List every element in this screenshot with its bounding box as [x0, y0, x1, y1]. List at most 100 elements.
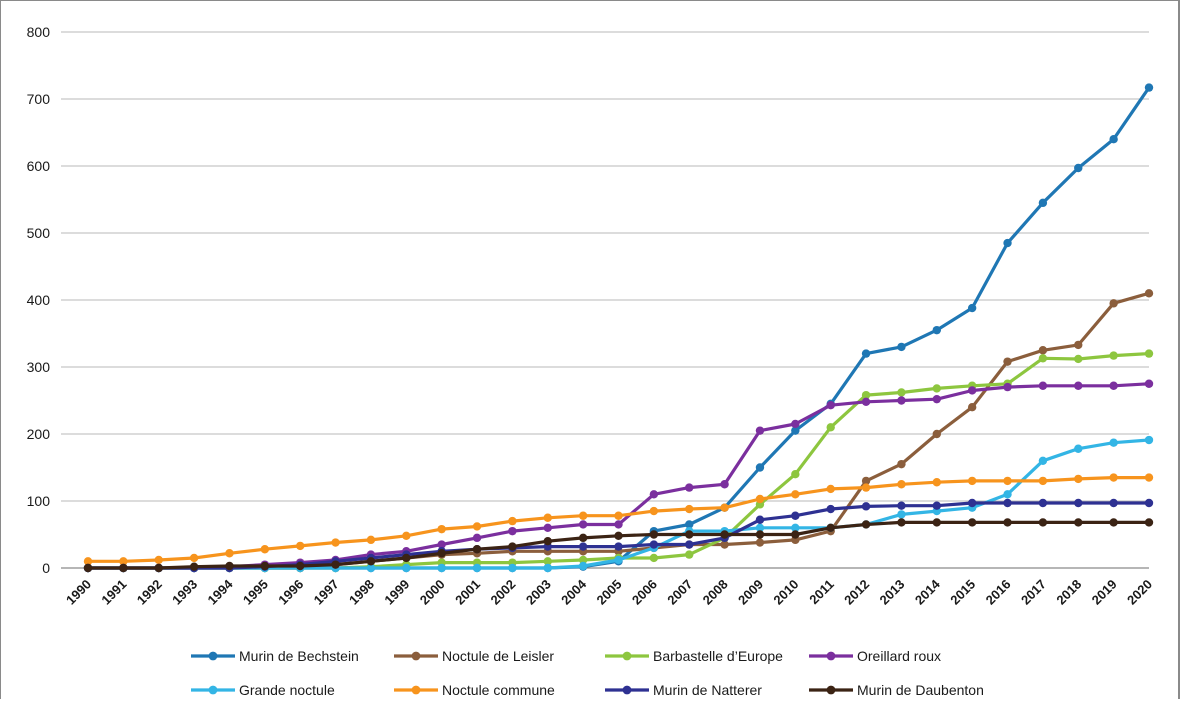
y-tick-label: 200 [27, 426, 51, 442]
data-point [366, 535, 376, 545]
data-point [1003, 518, 1012, 527]
data-point [1109, 498, 1118, 508]
series-lines [83, 83, 1154, 573]
data-point [791, 426, 800, 435]
legend-label: Noctule de Leisler [442, 648, 554, 664]
data-point [578, 561, 588, 571]
data-point [967, 498, 977, 508]
data-point [1144, 473, 1154, 482]
x-tick-label: 2011 [806, 577, 837, 608]
data-point [1144, 379, 1154, 388]
data-point [1109, 135, 1118, 144]
data-point [897, 480, 906, 489]
data-point [508, 516, 517, 526]
data-point [543, 523, 552, 532]
data-point [1074, 444, 1083, 453]
data-point [1109, 351, 1118, 360]
legend-swatch-marker [208, 651, 218, 661]
data-point [897, 342, 906, 352]
data-point [119, 557, 128, 566]
data-point [755, 494, 765, 504]
x-tick-label: 2007 [664, 577, 695, 608]
data-point [1003, 498, 1012, 508]
data-point [1038, 498, 1048, 508]
data-point [437, 563, 446, 573]
y-tick-label: 700 [27, 91, 51, 107]
data-point [1144, 83, 1154, 92]
data-point [932, 518, 941, 527]
data-point [578, 542, 588, 551]
x-tick-label: 2010 [770, 577, 801, 608]
data-point [331, 538, 340, 547]
data-point [225, 561, 234, 571]
data-point [154, 555, 163, 565]
data-point [437, 549, 446, 558]
data-point [1074, 474, 1083, 484]
x-tick-label: 2019 [1089, 577, 1120, 608]
x-tick-label: 2003 [523, 577, 554, 608]
legend-label: Murin de Natterer [653, 682, 762, 698]
data-point [1038, 354, 1048, 363]
x-tick-label: 1993 [169, 577, 200, 608]
legend-item: Oreillard roux [809, 648, 941, 664]
data-point [437, 540, 446, 549]
data-point [260, 545, 270, 554]
x-tick-label: 2013 [876, 577, 907, 608]
data-point [1003, 476, 1012, 486]
data-point [755, 530, 765, 539]
data-point [508, 526, 517, 536]
data-point [614, 520, 623, 529]
data-point [897, 501, 906, 510]
data-point [1074, 163, 1083, 173]
x-tick-label: 1990 [63, 577, 94, 608]
data-point [508, 563, 517, 573]
y-tick-label: 300 [27, 359, 51, 375]
y-tick-label: 100 [27, 493, 51, 509]
legend-item: Barbastelle d’Europe [605, 648, 783, 664]
data-point [897, 518, 906, 527]
data-point [119, 563, 128, 573]
data-point [1144, 498, 1154, 508]
legend: Murin de Bechstein Noctule de Leisler Barb… [191, 648, 984, 698]
legend-item: Noctule commune [394, 682, 555, 698]
x-tick-label: 1999 [381, 577, 412, 608]
data-point [720, 480, 729, 489]
data-point [508, 542, 517, 551]
legend-label: Noctule commune [442, 682, 555, 698]
x-tick-label: 2020 [1124, 577, 1155, 608]
y-tick-label: 800 [27, 24, 51, 40]
data-point [402, 563, 411, 573]
data-point [685, 520, 694, 529]
data-point [685, 483, 694, 492]
data-point [472, 522, 482, 531]
data-point [932, 384, 941, 393]
data-point [649, 490, 659, 499]
data-point [897, 396, 906, 405]
data-point [932, 501, 941, 510]
data-point [649, 506, 659, 516]
data-point [366, 557, 376, 566]
x-tick-label: 2002 [487, 577, 518, 608]
data-point [720, 530, 729, 539]
data-point [861, 476, 871, 486]
data-point [366, 563, 376, 573]
legend-label: Murin de Daubenton [857, 682, 984, 698]
legend-item: Murin de Bechstein [191, 648, 359, 664]
data-point [720, 540, 729, 549]
data-point [543, 537, 552, 546]
data-point [685, 530, 694, 539]
legend-item: Murin de Natterer [605, 682, 762, 698]
x-tick-label: 1997 [311, 577, 342, 608]
data-point [331, 560, 340, 569]
data-point [1109, 299, 1118, 308]
data-point [791, 511, 800, 520]
data-point [1109, 438, 1118, 447]
data-point [1038, 456, 1048, 465]
legend-label: Barbastelle d’Europe [653, 648, 783, 664]
data-point [1109, 473, 1118, 482]
data-point [1003, 382, 1012, 392]
data-point [472, 545, 482, 554]
data-point [543, 557, 552, 566]
x-tick-label: 2009 [735, 577, 766, 608]
